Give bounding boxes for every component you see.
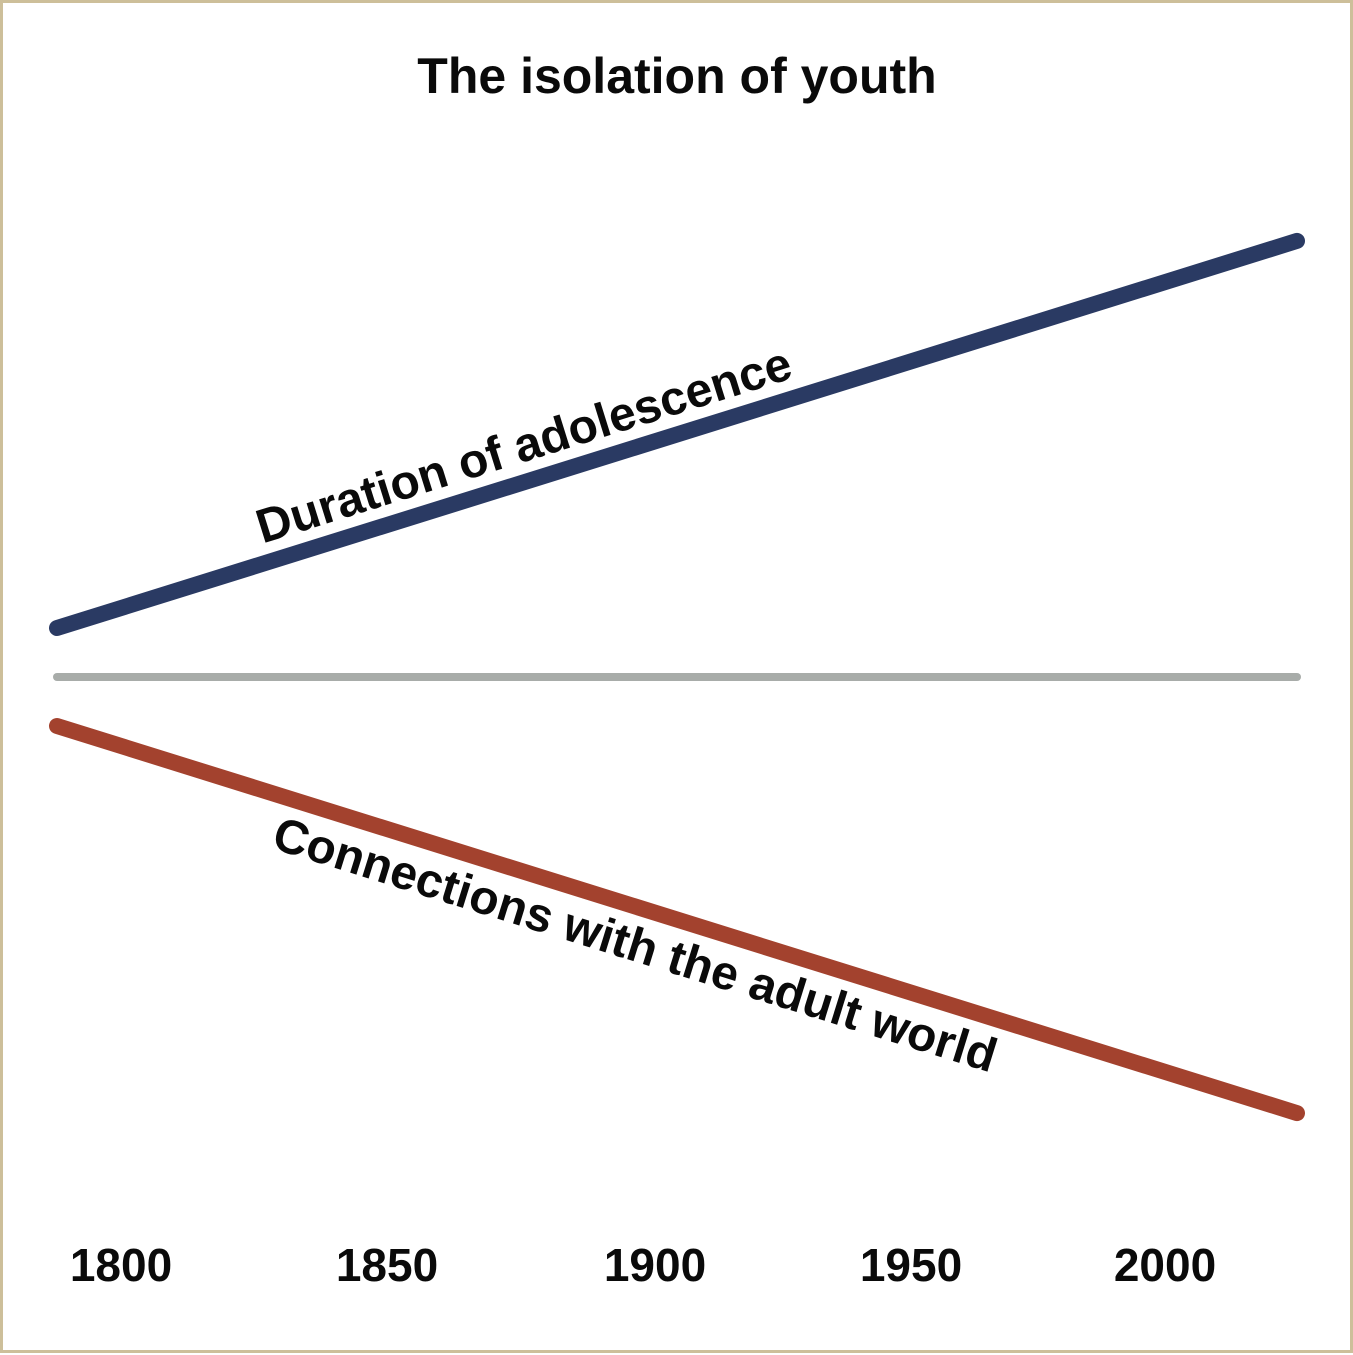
series-label-duration: Duration of adolescence [250,337,798,554]
chart-svg: The isolation of youth Duration of adole… [49,48,1305,1291]
series-label-connections: Connections with the adult world [267,808,1003,1083]
x-tick-label-1850: 1850 [336,1239,438,1291]
series-line-2 [49,718,1305,1122]
series-line-1 [49,232,1305,636]
x-tick-label-1900: 1900 [604,1239,706,1291]
x-tick-label-1800: 1800 [70,1239,172,1291]
x-tick-label-1950: 1950 [860,1239,962,1291]
chart-title: The isolation of youth [417,48,936,104]
x-tick-label-2000: 2000 [1114,1239,1216,1291]
